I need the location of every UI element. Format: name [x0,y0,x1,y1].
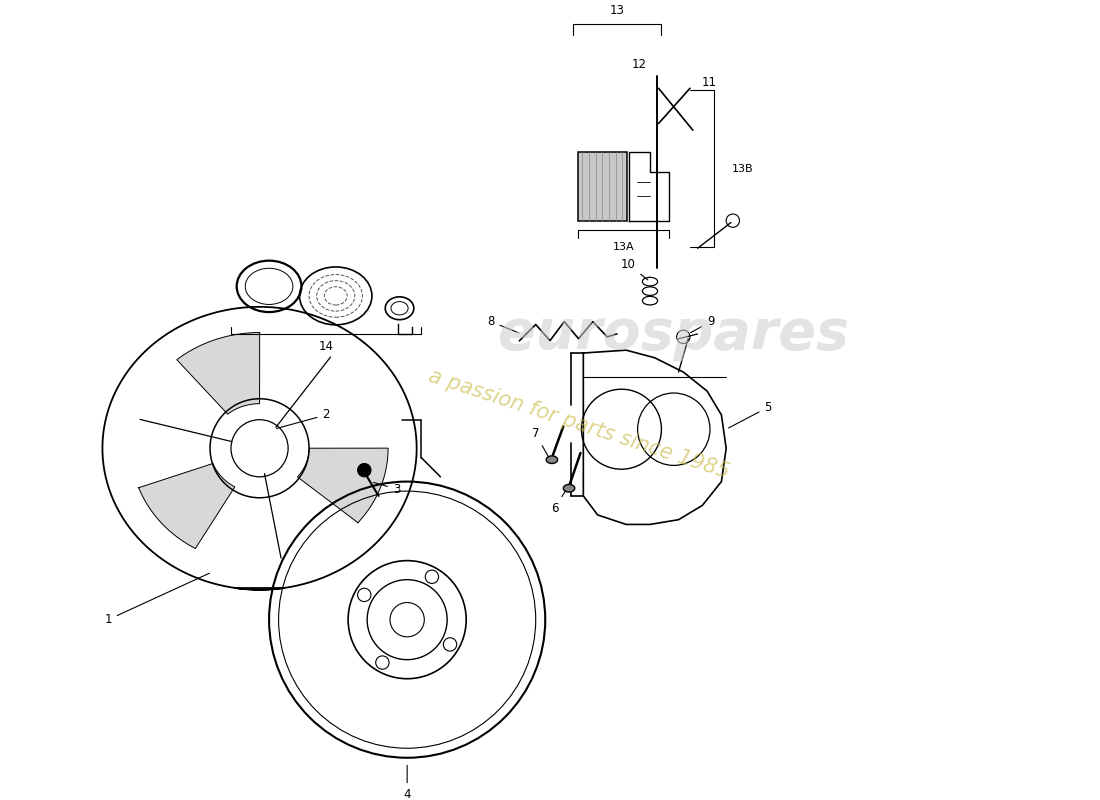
Text: eurospares: eurospares [498,307,849,361]
Text: 7: 7 [532,427,549,458]
Text: 9: 9 [691,315,715,333]
Text: 2: 2 [276,409,330,429]
Text: 6: 6 [551,490,565,514]
Ellipse shape [547,456,558,463]
Polygon shape [297,448,388,522]
FancyBboxPatch shape [578,152,627,221]
Polygon shape [139,463,234,549]
Text: 3: 3 [374,482,400,496]
Text: 4: 4 [404,766,411,800]
Text: 14: 14 [319,340,333,353]
Text: 10: 10 [620,258,648,280]
Text: 1: 1 [104,574,209,626]
Polygon shape [177,333,260,414]
Text: 11: 11 [702,76,716,89]
Text: 12: 12 [632,58,647,71]
Circle shape [358,463,371,477]
Text: 13A: 13A [613,242,634,252]
Ellipse shape [563,485,575,492]
Text: 13B: 13B [732,164,754,174]
Text: 13: 13 [609,4,625,17]
Text: a passion for parts since 1985: a passion for parts since 1985 [426,366,732,482]
Text: 8: 8 [487,315,519,333]
Text: 5: 5 [728,401,771,428]
